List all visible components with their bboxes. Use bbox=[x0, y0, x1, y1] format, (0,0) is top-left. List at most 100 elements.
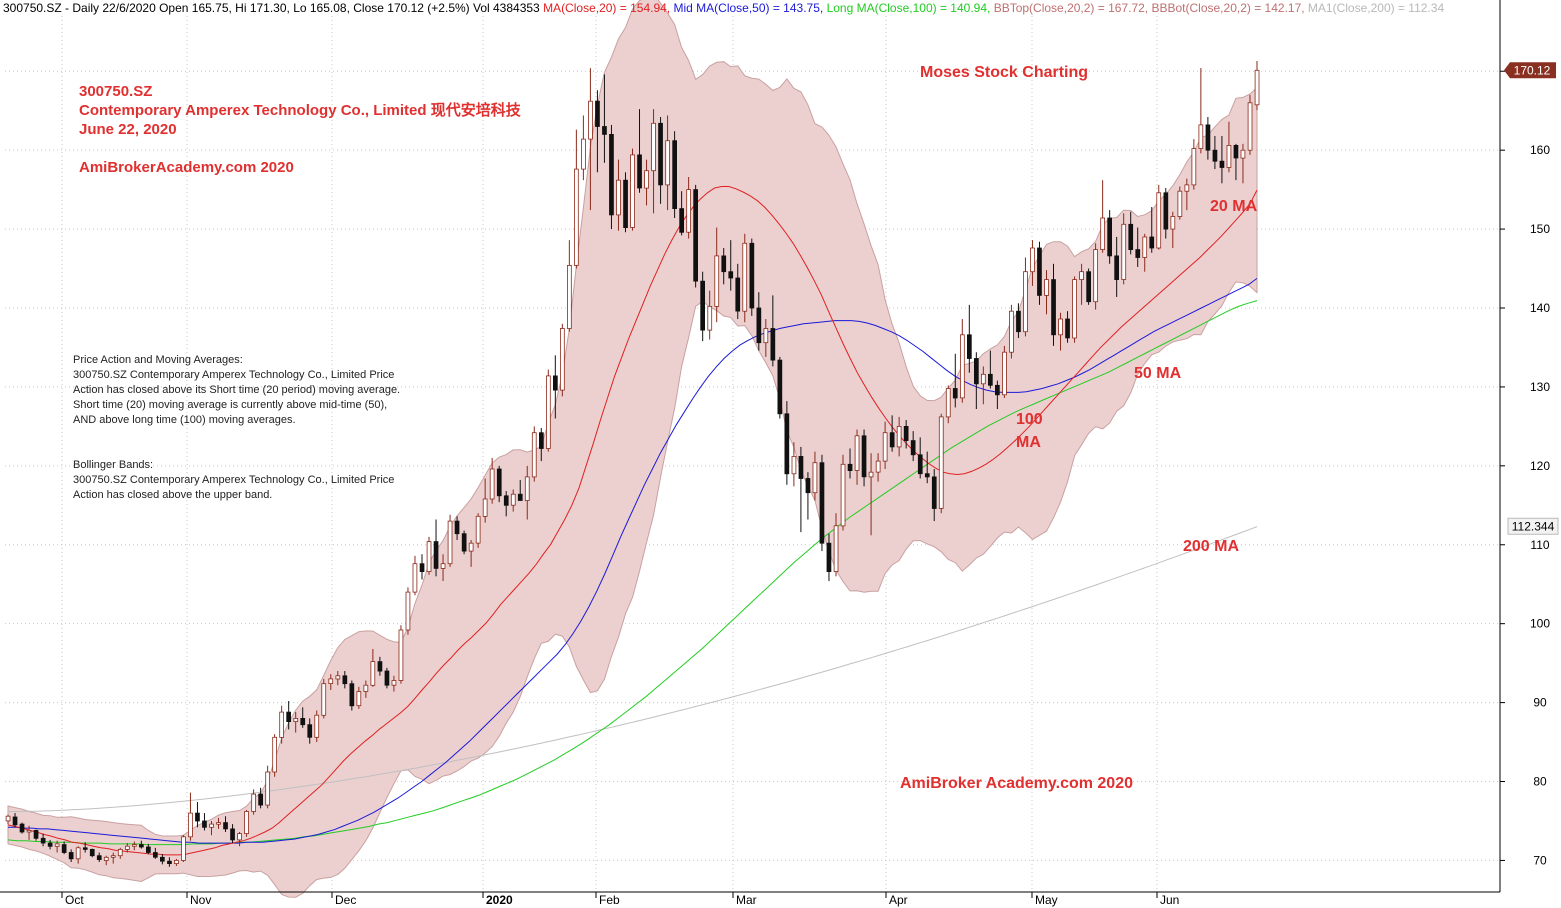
candle bbox=[868, 453, 874, 536]
candle-body bbox=[272, 736, 278, 773]
note-line: 300750.SZ Contemporary Amperex Technolog… bbox=[73, 474, 395, 486]
candle-body bbox=[68, 852, 74, 860]
bollinger-note: Bollinger Bands: 300750.SZ Contemporary … bbox=[73, 458, 394, 503]
candle bbox=[1100, 180, 1105, 253]
ma200-price-tag-bg bbox=[1507, 517, 1559, 535]
candle-body bbox=[567, 264, 572, 329]
ma20-readout: MA(Close,20) = 154.94, bbox=[543, 1, 671, 15]
candle-body bbox=[216, 822, 221, 825]
candle-body bbox=[454, 520, 460, 535]
candle bbox=[721, 248, 727, 285]
candle bbox=[616, 159, 621, 231]
candle bbox=[370, 648, 376, 687]
candle-body bbox=[517, 493, 523, 501]
candle-body bbox=[960, 334, 965, 399]
candle bbox=[12, 813, 18, 828]
candle-body bbox=[54, 843, 60, 847]
candle bbox=[188, 792, 193, 841]
candle-body bbox=[574, 168, 579, 266]
candle bbox=[258, 787, 264, 809]
candle-body bbox=[742, 242, 748, 312]
candle bbox=[777, 356, 783, 419]
candle bbox=[644, 159, 649, 206]
candle-body bbox=[293, 718, 299, 723]
candle bbox=[595, 90, 600, 173]
candle-body bbox=[896, 425, 902, 448]
candle bbox=[398, 625, 404, 684]
candle bbox=[763, 319, 769, 357]
candle bbox=[1212, 135, 1218, 170]
candle-body bbox=[630, 154, 635, 228]
candle bbox=[567, 240, 572, 332]
candle-body bbox=[244, 811, 249, 835]
candle-body bbox=[588, 100, 593, 140]
candle bbox=[286, 701, 292, 730]
candle-body bbox=[988, 373, 993, 386]
bollinger-band bbox=[7, 0, 1258, 898]
candle-body bbox=[335, 675, 341, 680]
candle bbox=[847, 448, 853, 479]
candle-body bbox=[924, 473, 930, 478]
x-tick-label: Apr bbox=[889, 893, 908, 907]
candle bbox=[840, 454, 846, 531]
candle-body bbox=[279, 711, 285, 738]
candle bbox=[805, 472, 811, 520]
candle bbox=[195, 802, 200, 828]
candle-body bbox=[26, 830, 32, 833]
candle-body bbox=[131, 844, 137, 847]
candle bbox=[96, 852, 102, 863]
note-line: AND above long time (100) moving average… bbox=[73, 414, 296, 426]
candle bbox=[651, 109, 656, 214]
candle-body bbox=[1240, 149, 1246, 159]
candle-body bbox=[1156, 192, 1162, 249]
x-tick-label: Nov bbox=[190, 893, 211, 907]
candle-body bbox=[188, 812, 193, 838]
candle-body bbox=[770, 328, 776, 361]
candle-body bbox=[1170, 216, 1176, 230]
candle bbox=[602, 74, 607, 163]
candle bbox=[1254, 60, 1260, 111]
candle bbox=[531, 426, 537, 482]
bbtop-readout: BBTop(Close,20,2) = 167.72, bbox=[993, 1, 1149, 15]
candle bbox=[426, 536, 432, 575]
candle bbox=[125, 843, 130, 853]
candle bbox=[19, 822, 25, 834]
candle bbox=[693, 184, 699, 288]
candle-body bbox=[33, 830, 39, 839]
candle bbox=[440, 554, 446, 582]
candle-body bbox=[286, 711, 292, 722]
candle-body bbox=[581, 138, 586, 170]
candle-body bbox=[826, 542, 832, 573]
candle-body bbox=[531, 432, 537, 478]
watermark-bottom: AmiBroker Academy.com 2020 bbox=[900, 775, 1133, 792]
candle bbox=[524, 465, 530, 520]
last-price-tag: 170.12 bbox=[1504, 62, 1556, 79]
ma50-readout: Mid MA(Close,50) = 143.75, bbox=[673, 1, 824, 15]
candle-body bbox=[342, 675, 348, 685]
candle bbox=[981, 366, 986, 405]
x-tick-label: 2020 bbox=[486, 893, 513, 907]
candle bbox=[503, 491, 509, 517]
candle bbox=[181, 835, 186, 863]
candle-body bbox=[1212, 149, 1218, 162]
candle-body bbox=[223, 822, 228, 830]
candle-body bbox=[117, 849, 123, 857]
candle bbox=[314, 710, 320, 743]
candle bbox=[588, 68, 593, 211]
candle bbox=[363, 680, 369, 698]
candle-body bbox=[349, 683, 355, 707]
candle bbox=[307, 718, 313, 744]
candle-body bbox=[546, 375, 551, 449]
candle bbox=[47, 839, 53, 850]
candle bbox=[995, 380, 1000, 410]
candle bbox=[791, 442, 797, 487]
candle bbox=[475, 513, 481, 548]
candle bbox=[349, 680, 355, 711]
candle bbox=[623, 172, 628, 233]
candle bbox=[679, 191, 685, 236]
candle-body bbox=[1247, 102, 1253, 151]
note-line: Action has closed above the upper band. bbox=[73, 489, 273, 501]
candle bbox=[896, 416, 902, 457]
candle bbox=[882, 421, 888, 469]
